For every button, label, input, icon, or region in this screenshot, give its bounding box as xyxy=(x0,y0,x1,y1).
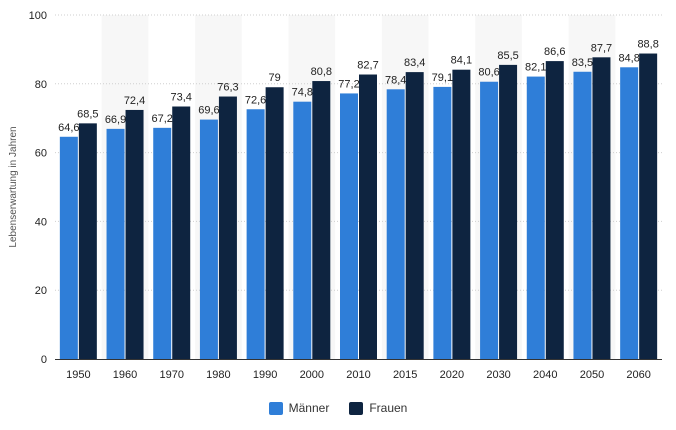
bar-maenner[interactable] xyxy=(246,109,265,359)
legend-label: Männer xyxy=(288,401,330,415)
gridlines xyxy=(55,14,662,291)
legend-item-maenner[interactable]: Männer xyxy=(268,401,330,415)
legend-label: Frauen xyxy=(369,401,408,415)
legend: Männer Frauen xyxy=(0,401,676,415)
data-label-frauen: 68,5 xyxy=(77,108,98,120)
bar-maenner[interactable] xyxy=(340,93,358,359)
y-tick-label: 100 xyxy=(29,10,47,22)
data-label-maenner: 74,8 xyxy=(292,87,313,99)
bar-maenner[interactable] xyxy=(480,81,499,360)
x-tick-label: 1950 xyxy=(66,369,90,381)
bar-frauen[interactable] xyxy=(499,64,518,359)
legend-swatch xyxy=(268,401,283,415)
bar-maenner[interactable] xyxy=(433,86,452,360)
data-label-frauen: 83,4 xyxy=(404,57,425,69)
data-label-frauen: 80,8 xyxy=(311,66,332,78)
bar-maenner[interactable] xyxy=(153,127,172,359)
x-tick-label: 2030 xyxy=(486,369,510,381)
bar-maenner[interactable] xyxy=(573,71,592,359)
data-label-maenner: 67,2 xyxy=(152,113,173,125)
bar-maenner[interactable] xyxy=(199,119,218,360)
x-tick-label: 2020 xyxy=(440,369,464,381)
bar-maenner[interactable] xyxy=(386,89,405,359)
x-tick-label: 2060 xyxy=(626,369,650,381)
bar-frauen[interactable] xyxy=(78,123,97,359)
bar-frauen[interactable] xyxy=(452,69,471,360)
y-tick-label: 20 xyxy=(35,285,47,297)
bar-frauen[interactable] xyxy=(218,96,237,359)
data-label-frauen: 76,3 xyxy=(217,82,238,94)
data-label-frauen: 82,7 xyxy=(357,60,378,72)
data-label-frauen: 79 xyxy=(268,72,280,84)
y-tick-label: 80 xyxy=(35,79,47,91)
data-label-maenner: 84,8 xyxy=(618,52,639,64)
data-label-maenner: 72,6 xyxy=(245,94,266,106)
legend-item-frauen[interactable]: Frauen xyxy=(349,401,407,415)
data-label-frauen: 88,8 xyxy=(637,39,658,51)
bar-frauen[interactable] xyxy=(359,74,377,360)
x-tick-label: 2000 xyxy=(300,369,324,381)
bar-frauen[interactable] xyxy=(312,81,331,359)
bar-frauen[interactable] xyxy=(405,72,424,359)
data-label-maenner: 78,4 xyxy=(385,74,406,86)
x-tick-label: 1970 xyxy=(159,369,183,381)
data-label-maenner: 66,9 xyxy=(105,114,126,126)
data-label-frauen: 85,5 xyxy=(497,50,518,62)
bar-frauen[interactable] xyxy=(265,87,284,360)
legend-swatch xyxy=(349,401,364,415)
bar-frauen[interactable] xyxy=(125,109,144,359)
bar-maenner[interactable] xyxy=(620,67,639,360)
data-label-maenner: 69,6 xyxy=(198,105,219,117)
y-axis-ticks: 0 20 40 60 80 100 xyxy=(29,10,47,366)
x-tick-label: 2050 xyxy=(580,369,604,381)
bar-frauen[interactable] xyxy=(592,57,611,359)
y-tick-label: 40 xyxy=(35,216,47,228)
data-label-frauen: 72,4 xyxy=(124,95,145,107)
y-axis-title: Lebenserwartung in Jahren xyxy=(8,126,19,247)
bar-maenner[interactable] xyxy=(526,76,545,360)
bar-maenner[interactable] xyxy=(293,101,312,360)
data-label-maenner: 83,5 xyxy=(572,57,593,69)
x-tick-label: 2010 xyxy=(346,369,370,381)
bar-frauen[interactable] xyxy=(545,61,564,359)
data-label-maenner: 64,6 xyxy=(58,122,79,134)
data-label-maenner: 77,2 xyxy=(338,78,359,90)
bar-frauen[interactable] xyxy=(639,53,658,359)
x-tick-label: 1960 xyxy=(113,369,137,381)
data-label-frauen: 86,6 xyxy=(544,46,565,58)
data-label-maenner: 79,1 xyxy=(432,72,453,84)
data-label-frauen: 73,4 xyxy=(171,92,192,104)
data-label-maenner: 82,1 xyxy=(525,62,546,74)
bar-maenner[interactable] xyxy=(59,136,78,359)
bar-frauen[interactable] xyxy=(172,106,191,359)
x-tick-label: 2015 xyxy=(393,369,417,381)
y-tick-label: 60 xyxy=(35,148,47,160)
x-tick-label: 2040 xyxy=(533,369,557,381)
data-labels: 64,6 68,5 66,9 72,4 67,2 73,4 69,6 76,3 72,679 74… xyxy=(58,39,659,134)
bars xyxy=(59,53,658,360)
data-label-frauen: 84,1 xyxy=(451,55,472,67)
data-label-maenner: 80,6 xyxy=(478,67,499,79)
x-tick-label: 1990 xyxy=(253,369,277,381)
x-axis-ticks: 1950 1960 1970 1980 1990 2000 2010 2015 2020 2030… xyxy=(66,369,651,381)
y-tick-label: 0 xyxy=(41,354,47,366)
x-tick-label: 1980 xyxy=(206,369,230,381)
data-label-frauen: 87,7 xyxy=(591,42,612,54)
bar-maenner[interactable] xyxy=(106,128,125,359)
